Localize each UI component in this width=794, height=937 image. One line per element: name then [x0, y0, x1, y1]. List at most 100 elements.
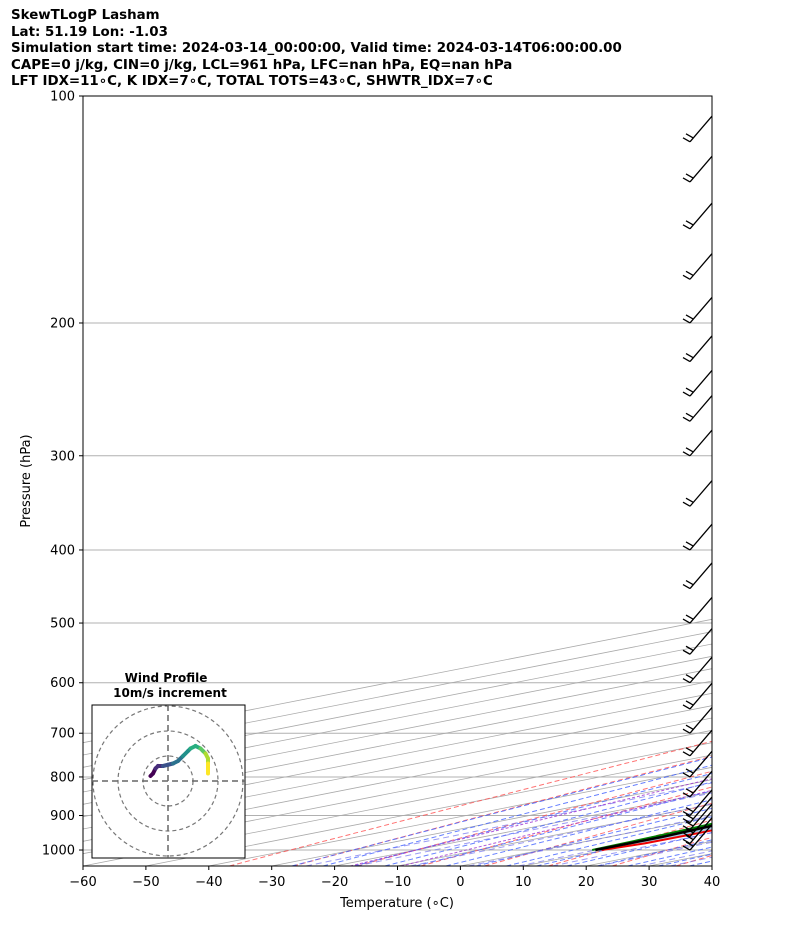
- wind-barb-flag: [688, 96, 690, 97]
- wind-barb-staff: [689, 115, 712, 143]
- wind-barb: [682, 479, 712, 507]
- wind-barb-staff: [689, 627, 712, 655]
- wind-barb-flag: [685, 497, 694, 503]
- wind-barb-flag: [685, 788, 694, 794]
- chart-title: SkewTLogP Lasham: [11, 8, 160, 23]
- wind-barb: [682, 334, 712, 363]
- wind-barb: [682, 788, 712, 817]
- indices-line-1: CAPE=0 j/kg, CIN=0 j/kg, LCL=961 hPa, LF…: [11, 57, 513, 73]
- wind-barb-flag: [685, 220, 694, 226]
- wind-barb-staff: [689, 252, 712, 280]
- isotherm-line: [460, 816, 712, 866]
- wind-barb: [682, 561, 712, 590]
- wind-barb: [682, 523, 712, 551]
- wind-barb-flag: [682, 772, 691, 778]
- y-axis-label: Pressure (hPa): [19, 434, 34, 527]
- wind-barb-flag: [685, 834, 694, 840]
- wind-barb: [682, 627, 712, 655]
- moist-adiabat: [566, 832, 712, 866]
- wind-barb-staff: [689, 561, 712, 589]
- wind-barb-flag: [685, 768, 694, 774]
- wind-barb-flag: [686, 88, 693, 92]
- wind-barb-flag: [682, 274, 691, 280]
- moist-adiabat: [445, 799, 712, 866]
- y-tick-label: 100: [50, 90, 75, 105]
- x-tick-label: −40: [195, 875, 222, 890]
- moist-adiabat: [506, 816, 712, 866]
- moist-adiabat: [384, 781, 712, 866]
- wind-barb-flag: [685, 674, 694, 680]
- dry-adiabat: [675, 854, 712, 866]
- dry-adiabat: [740, 96, 794, 866]
- wind-barb-flag: [682, 649, 691, 655]
- wind-barb-staff: [689, 296, 712, 324]
- chart-header: SkewTLogP Lasham Lat: 51.19 Lon: -1.03 S…: [11, 8, 622, 91]
- wind-barb-flag: [682, 728, 691, 734]
- wind-barb-flag: [682, 792, 691, 798]
- wind-barb-flag: [685, 806, 694, 813]
- wind-barb-staff: [689, 523, 712, 551]
- wind-barb-staff: [689, 155, 712, 183]
- mixing-ratio-line: [468, 815, 712, 866]
- wind-barb-flag: [685, 814, 694, 820]
- wind-barb-flag: [685, 412, 694, 418]
- wind-barb-staff: [689, 788, 712, 816]
- wind-barb-flag: [685, 387, 694, 393]
- wind-barb-flag: [685, 352, 694, 359]
- wind-barb: [682, 682, 712, 710]
- wind-barb-flag: [682, 825, 691, 831]
- isotherm-line: [83, 717, 712, 842]
- wind-barb: [682, 750, 712, 778]
- dry-adiabat: [292, 755, 712, 866]
- wind-barb-staff: [689, 369, 712, 397]
- wind-barb-flag: [685, 173, 694, 179]
- x-tick-label: −30: [258, 875, 285, 890]
- wind-barb: [682, 770, 712, 798]
- wind-barb-flag: [685, 821, 694, 827]
- y-tick-label: 200: [50, 316, 75, 331]
- wind-barb-flag: [685, 614, 694, 620]
- wind-barb: [682, 729, 712, 757]
- wind-barb-staff: [689, 706, 712, 734]
- reference-line: [350, 778, 712, 866]
- wind-barb-flag: [682, 751, 691, 757]
- wind-barb: [682, 816, 712, 844]
- wind-barb-flag: [685, 747, 694, 753]
- wind-barb: [682, 596, 712, 624]
- wind-barb-flag: [682, 356, 691, 363]
- wind-barb-flag: [682, 451, 691, 457]
- isotherm-line: [334, 791, 712, 866]
- y-tick-label: 700: [50, 727, 75, 742]
- wind-barb-flag: [685, 724, 694, 730]
- parcel-path-line: [595, 824, 712, 852]
- wind-barb: [682, 706, 712, 734]
- wind-barb-staff: [689, 750, 712, 778]
- indices-line-2: LFT IDX=11∘C, K IDX=7∘C, TOTAL TOTS=43∘C…: [11, 74, 493, 90]
- wind-barb-staff: [689, 429, 712, 457]
- wind-barb-flag: [682, 845, 691, 851]
- wind-barb-flag: [685, 841, 694, 847]
- wind-barb: [682, 796, 712, 824]
- y-tick-label: 600: [50, 676, 75, 691]
- wind-barb: [682, 296, 712, 324]
- wind-barb-staff: [689, 479, 712, 507]
- wind-barb-flag: [682, 838, 691, 844]
- y-tick-label: 1000: [42, 844, 75, 859]
- wind-barb-flag: [682, 318, 691, 324]
- wind-barb: [682, 803, 712, 831]
- wind-barb-staff: [689, 803, 712, 831]
- temperature-line: [601, 829, 712, 851]
- wind-barb-staff: [689, 770, 712, 798]
- wind-barb: [682, 115, 712, 143]
- dewpoint-line: [591, 822, 712, 851]
- wind-barb-staff: [689, 796, 712, 824]
- wind-barb-staff: [689, 202, 712, 230]
- x-tick-label: 20: [578, 875, 595, 890]
- x-tick-label: 30: [641, 875, 658, 890]
- wind-barb-staff: [689, 394, 712, 422]
- y-tick-label: 300: [50, 449, 75, 464]
- wind-barb-flag: [685, 828, 694, 834]
- y-tick-label: 900: [50, 809, 75, 824]
- wind-barb-staff: [689, 816, 712, 844]
